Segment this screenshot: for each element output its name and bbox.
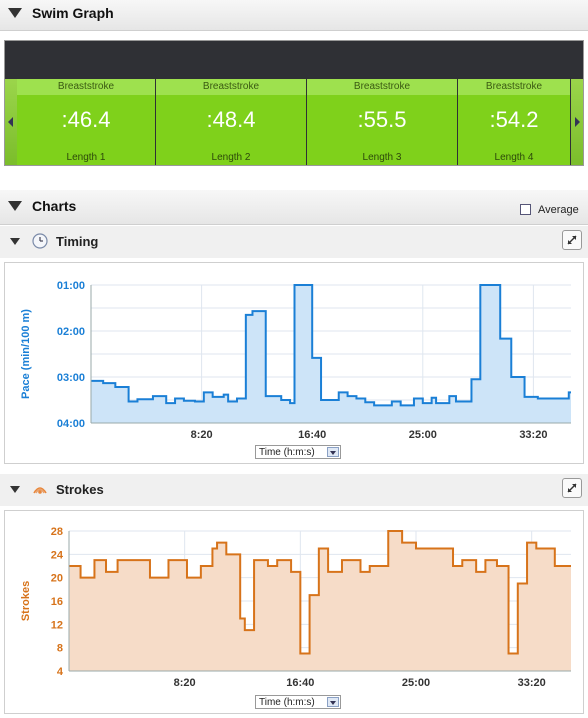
scroll-right-arrow[interactable] bbox=[571, 79, 583, 165]
x-tick-label: 16:40 bbox=[286, 677, 314, 689]
strokes-chart: 4 8 12 16 20 24 28 8:20 16:40 25:00 33:20 Strokes T… bbox=[4, 510, 584, 714]
stroke-type: Breaststroke bbox=[458, 79, 570, 95]
x-tick-label: 25:00 bbox=[402, 677, 430, 689]
axis-select-value: Time (h:m:s) bbox=[259, 447, 315, 458]
y-axis-label: Pace (min/100 m) bbox=[20, 309, 32, 399]
timing-chart: 01:00 02:00 03:00 04:00 8:20 16:40 25:00 33:20 P… bbox=[4, 262, 584, 464]
length-label: Length 1 bbox=[66, 152, 106, 163]
stroke-type: Breaststroke bbox=[17, 79, 155, 95]
length-card[interactable]: Breaststroke :48.4 Length 2 bbox=[156, 79, 307, 165]
length-card[interactable]: Breaststroke :54.2 Length 4 bbox=[458, 79, 571, 165]
stroke-type: Breaststroke bbox=[156, 79, 306, 95]
average-label: Average bbox=[538, 204, 579, 216]
x-tick-label: 16:40 bbox=[298, 429, 326, 441]
x-tick-label: 33:20 bbox=[519, 429, 547, 441]
strokes-icon bbox=[33, 487, 47, 494]
x-tick-label: 8:20 bbox=[191, 429, 213, 441]
length-pace: :55.5 bbox=[357, 107, 407, 132]
strokes-chart-svg: 4 8 12 16 20 24 28 8:20 16:40 25:00 33:20 Strokes bbox=[20, 526, 571, 689]
scroll-left-arrow[interactable] bbox=[5, 79, 17, 165]
collapse-triangle-icon[interactable] bbox=[8, 201, 22, 211]
expand-icon bbox=[567, 235, 577, 245]
x-tick-label: 33:20 bbox=[518, 677, 546, 689]
expand-button[interactable] bbox=[562, 230, 582, 250]
collapse-triangle-icon[interactable] bbox=[10, 486, 20, 493]
x-tick-label: 8:20 bbox=[174, 677, 196, 689]
y-tick-label: 8 bbox=[57, 643, 63, 655]
charts-title: Charts bbox=[32, 198, 77, 214]
axis-select-value: Time (h:m:s) bbox=[259, 697, 315, 708]
series-area bbox=[91, 285, 571, 423]
length-label: Length 4 bbox=[494, 152, 534, 163]
y-axis-label: Strokes bbox=[20, 581, 32, 621]
timing-header[interactable]: Timing bbox=[0, 226, 588, 258]
length-card[interactable]: Breaststroke :55.5 Length 3 bbox=[307, 79, 458, 165]
length-card[interactable]: Breaststroke :46.4 Length 1 bbox=[17, 79, 156, 165]
length-pace: :48.4 bbox=[206, 107, 256, 132]
y-tick-label: 24 bbox=[51, 549, 64, 561]
charts-header[interactable]: Charts Average bbox=[0, 190, 588, 225]
y-tick-label: 16 bbox=[51, 596, 63, 608]
swim-graph-header[interactable]: Swim Graph bbox=[0, 0, 588, 31]
series-line bbox=[91, 284, 571, 407]
swim-graph-title: Swim Graph bbox=[32, 5, 114, 21]
y-tick-label: 12 bbox=[51, 619, 63, 631]
length-strip: Breaststroke :46.4 Length 1 Breaststroke… bbox=[4, 40, 584, 166]
collapse-triangle-icon[interactable] bbox=[10, 238, 20, 245]
length-label: Length 2 bbox=[211, 152, 251, 163]
timing-title: Timing bbox=[56, 234, 99, 249]
y-tick-label: 03:00 bbox=[57, 372, 85, 384]
timing-chart-svg: 01:00 02:00 03:00 04:00 8:20 16:40 25:00 33:20 P… bbox=[20, 280, 571, 441]
x-tick-label: 25:00 bbox=[409, 429, 437, 441]
strokes-header[interactable]: Strokes bbox=[0, 474, 588, 506]
length-pace: :46.4 bbox=[61, 107, 111, 132]
y-tick-label: 04:00 bbox=[57, 418, 85, 430]
y-tick-label: 20 bbox=[51, 573, 63, 585]
chevron-down-icon[interactable] bbox=[327, 697, 339, 707]
strokes-title: Strokes bbox=[56, 482, 104, 497]
length-pace: :54.2 bbox=[489, 107, 539, 132]
chevron-down-icon[interactable] bbox=[327, 447, 339, 457]
series-line bbox=[69, 530, 571, 655]
stroke-type: Breaststroke bbox=[307, 79, 457, 95]
y-tick-label: 02:00 bbox=[57, 326, 85, 338]
y-tick-label: 4 bbox=[57, 666, 64, 678]
chevron-left-icon bbox=[8, 117, 13, 127]
timing-axis-select[interactable]: Time (h:m:s) bbox=[255, 445, 341, 459]
expand-icon bbox=[567, 483, 577, 493]
strokes-axis-select[interactable]: Time (h:m:s) bbox=[255, 695, 341, 709]
y-tick-label: 01:00 bbox=[57, 280, 85, 292]
length-label: Length 3 bbox=[362, 152, 402, 163]
clock-icon bbox=[32, 233, 48, 249]
average-checkbox[interactable] bbox=[520, 204, 531, 215]
collapse-triangle-icon[interactable] bbox=[8, 8, 22, 18]
y-tick-label: 28 bbox=[51, 526, 63, 538]
expand-button[interactable] bbox=[562, 478, 582, 498]
chevron-right-icon bbox=[575, 117, 580, 127]
series-area bbox=[69, 531, 571, 671]
